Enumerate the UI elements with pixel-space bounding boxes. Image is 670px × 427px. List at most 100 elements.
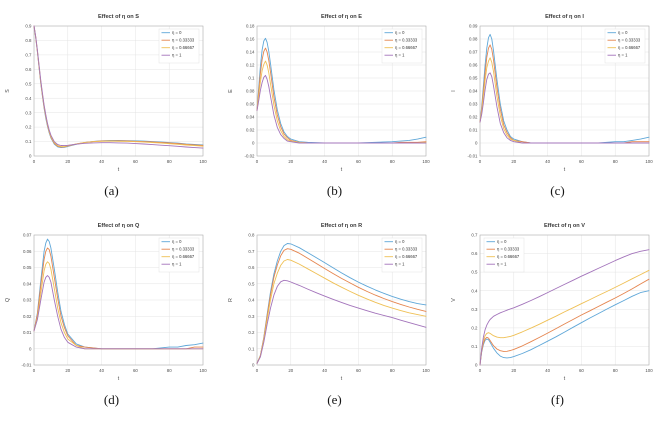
x-tick-label: 20 [511, 368, 516, 373]
legend: η = 0 η = 0.33333 η = 0.66667 η = 1 [158, 237, 200, 273]
chart-effect-eta-on-E: 0 20 40 60 80 100-0.0200.020.040.060.080.10.1… [228, 14, 430, 173]
x-tick-label: 80 [167, 368, 172, 373]
subplot-d: 0 20 40 60 80 100 -0.01 0 0.01 0.02 0.03 0.04 0.05 0.… [0, 215, 223, 410]
legend-entry: η = 0 [497, 239, 507, 244]
y-tick-label: 0.16 [246, 37, 255, 42]
x-tick-label: 100 [199, 368, 207, 373]
y-axis-label: V [451, 298, 457, 302]
legend-entry: η = 1 [395, 53, 405, 58]
y-tick-label: 0 [475, 363, 478, 368]
axes-box [33, 234, 204, 366]
x-tick-label: 20 [65, 368, 70, 373]
y-tick-label: 0.06 [246, 102, 255, 107]
x-tick-label: 40 [545, 368, 550, 373]
chart-effect-eta-on-I: 0 20 40 60 80 100-0.0100.010.020.030.040.050.… [451, 14, 653, 173]
y-tick-label: 0.9 [25, 24, 32, 29]
legend-box [604, 28, 646, 64]
y-tick-label: 0.5 [471, 270, 478, 275]
axes-box [256, 234, 427, 366]
legend-entry: η = 0.66667 [395, 254, 418, 259]
legend-entry: η = 0.66667 [172, 254, 195, 259]
axes-box [479, 25, 650, 157]
axes-box [479, 234, 650, 366]
legend: η = 0 η = 0.33333 η = 0.66667 η = 1 [381, 28, 423, 64]
y-tick-label: 0.06 [23, 249, 32, 254]
y-tick-label: 0.2 [471, 326, 478, 331]
legend: η = 0 η = 0.33333 η = 0.66667 η = 1 [158, 28, 200, 64]
y-tick-label: 0.07 [469, 50, 478, 55]
y-tick-label: 0 [252, 141, 255, 146]
x-tick-label: 0 [33, 159, 36, 164]
y-tick-label: 0.05 [469, 76, 478, 81]
subplot-c: 0 20 40 60 80 100 -0.01 0 0.01 0.02 0.03 0.04 0.05 0.… [446, 6, 669, 201]
chart-title: Effect of η on Q [98, 223, 140, 229]
x-tick-label: 40 [322, 368, 327, 373]
subplot-b: 0 20 40 60 80 100 -0.02 0 0.02 0.04 0.06 0.08 0.1 0.1… [223, 6, 446, 201]
series-line [256, 243, 427, 364]
chart-effect-eta-on-S: 0 20 40 60 80 100 0 0.1 0.2 0.3 0.4 0.5 0.6 0.7 0.8 0.9… [5, 14, 207, 173]
x-tick-label: 0 [479, 159, 482, 164]
legend: η = 0 η = 0.33333 η = 0.66667 η = 1 [483, 237, 525, 273]
subplot-grid: 0 20 40 60 80 100 0 0.1 0.2 0.3 0.4 0.5 0.6 0.7 0.8 0.9… [0, 6, 669, 410]
legend-box [381, 28, 423, 64]
legend: η = 0 η = 0.33333 η = 0.66667 η = 1 [381, 237, 423, 273]
y-tick-label: -0.01 [21, 363, 32, 368]
series-line [256, 74, 427, 144]
x-tick-label: 60 [356, 368, 361, 373]
y-axis-label: I [451, 90, 457, 91]
legend-box [483, 237, 525, 273]
caption-d: (d) [103, 392, 120, 407]
x-tick-label: 20 [288, 368, 293, 373]
legend-entry: η = 0.66667 [618, 45, 641, 50]
x-axis-label: t [564, 167, 566, 173]
y-tick-label: 0.07 [23, 233, 32, 238]
series-line [256, 259, 427, 364]
legend-entry: η = 1 [172, 262, 182, 267]
legend-entry: η = 0.33333 [172, 38, 195, 43]
caption-c: (c) [550, 183, 565, 198]
y-tick-label: 0.01 [469, 128, 478, 133]
y-axis-label: Q [5, 298, 11, 302]
legend-entry: η = 1 [172, 53, 182, 58]
legend-entry: η = 0 [395, 30, 405, 35]
legend-entry: η = 0.66667 [172, 45, 195, 50]
y-tick-label: 0.03 [469, 102, 478, 107]
y-axis-label: S [5, 89, 11, 93]
legend-entry: η = 0.33333 [395, 38, 418, 43]
y-tick-label: -0.01 [467, 154, 478, 159]
chart-effect-eta-on-Q: 0 20 40 60 80 100-0.0100.010.020.030.040.050.… [5, 223, 207, 382]
y-tick-label: 0.18 [246, 24, 255, 29]
y-tick-label: 0.1 [25, 139, 32, 144]
x-tick-label: 60 [356, 159, 361, 164]
axes-box [33, 25, 204, 157]
series-line [256, 279, 427, 364]
y-tick-label: 0.5 [248, 281, 255, 286]
x-tick-label: 0 [479, 368, 482, 373]
x-tick-label: 0 [256, 159, 259, 164]
series-line [479, 269, 650, 366]
y-tick-label: 0.08 [246, 89, 255, 94]
y-tick-label: 0.02 [23, 314, 32, 319]
caption-f: (f) [551, 392, 564, 407]
subplot-a: 0 20 40 60 80 100 0 0.1 0.2 0.3 0.4 0.5 0.6 0.7 0.8 0.9… [0, 6, 223, 201]
y-tick-label: 0 [29, 154, 32, 159]
x-tick-label: 20 [65, 159, 70, 164]
x-tick-label: 0 [256, 368, 259, 373]
legend-entry: η = 0 [618, 30, 628, 35]
axes-box [256, 25, 427, 157]
chart-title: Effect of η on E [321, 14, 362, 20]
legend-entry: η = 0.33333 [172, 247, 195, 252]
x-tick-label: 80 [167, 159, 172, 164]
caption-b: (b) [326, 183, 343, 198]
y-tick-label: 0.02 [469, 115, 478, 120]
x-tick-label: 40 [99, 368, 104, 373]
legend: η = 0 η = 0.33333 η = 0.66667 η = 1 [604, 28, 646, 64]
y-tick-label: -0.02 [244, 154, 255, 159]
y-tick-label: 0.7 [25, 53, 32, 58]
x-tick-label: 80 [390, 159, 395, 164]
y-tick-label: 0.1 [248, 346, 255, 351]
y-tick-label: 0.2 [248, 330, 255, 335]
y-tick-label: 0.7 [471, 233, 478, 238]
x-tick-label: 100 [199, 159, 207, 164]
